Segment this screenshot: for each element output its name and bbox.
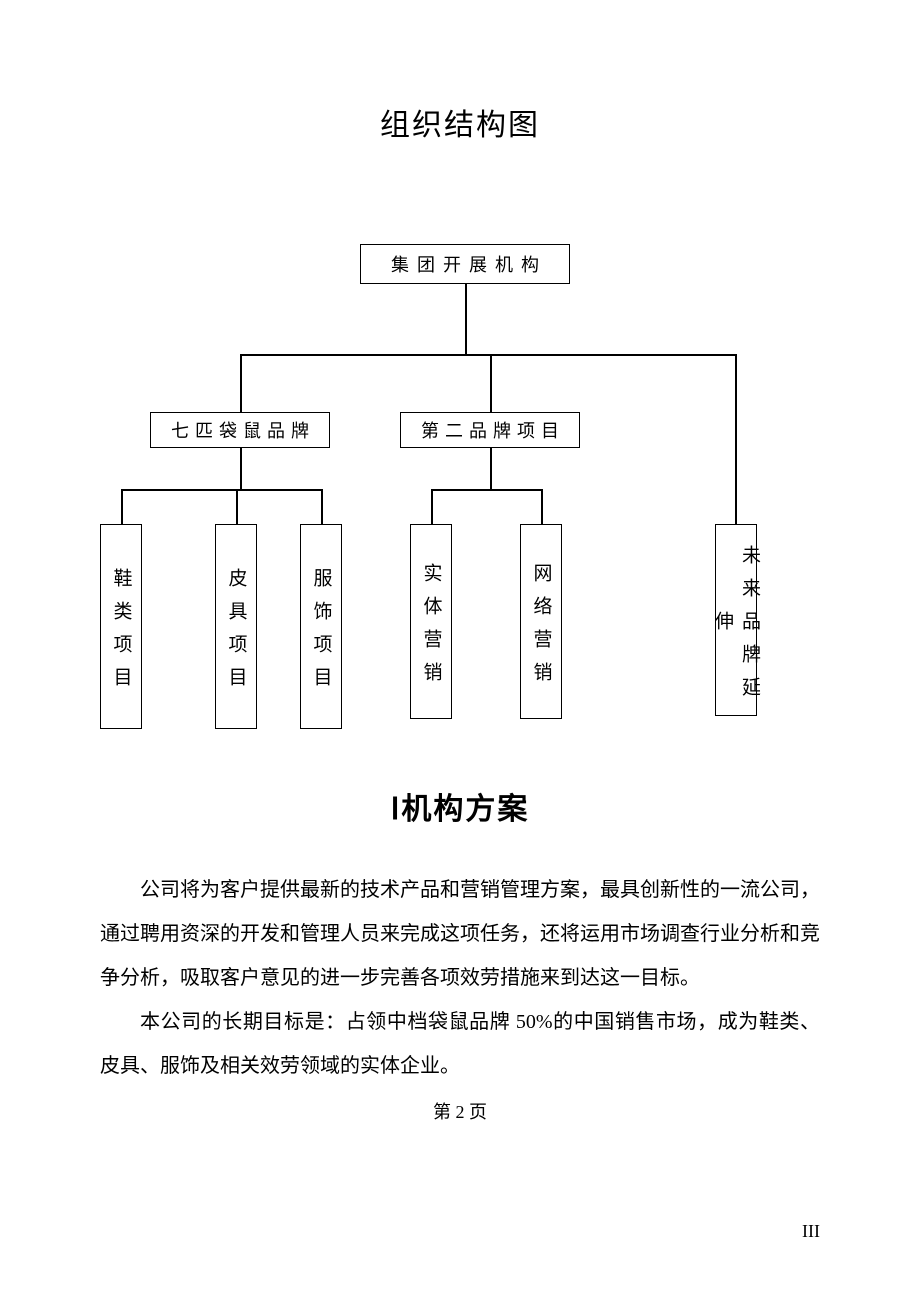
page-title: 组织结构图 bbox=[100, 100, 820, 144]
chart-line bbox=[431, 489, 541, 491]
chart-line bbox=[490, 354, 492, 412]
roman-numeral: III bbox=[802, 1221, 820, 1242]
chart-line bbox=[121, 489, 321, 491]
chart-mid-node: 七匹袋鼠品牌 bbox=[150, 412, 330, 448]
chart-line bbox=[735, 354, 737, 524]
section-title: Ⅰ机构方案 bbox=[100, 784, 820, 828]
chart-line bbox=[465, 284, 467, 354]
chart-line bbox=[431, 489, 433, 524]
chart-line bbox=[240, 354, 735, 356]
org-chart: 集团开展机构七匹袋鼠品牌 第二品牌项目鞋类项目 皮具项目 服饰项目 实体营销 网络营销 未来… bbox=[100, 244, 820, 744]
chart-leaf-node: 未来品牌延伸 bbox=[715, 524, 757, 716]
chart-leaf-node: 鞋类项目 bbox=[100, 524, 142, 729]
chart-leaf-node: 服饰项目 bbox=[300, 524, 342, 729]
chart-line bbox=[541, 489, 543, 524]
chart-mid-node: 第二品牌项目 bbox=[400, 412, 580, 448]
chart-leaf-node: 皮具项目 bbox=[215, 524, 257, 729]
chart-line bbox=[240, 354, 242, 412]
chart-line bbox=[121, 489, 123, 524]
chart-line bbox=[236, 489, 238, 524]
chart-line bbox=[321, 489, 323, 524]
chart-leaf-node: 实体营销 bbox=[410, 524, 452, 719]
paragraph-1: 公司将为客户提供最新的技术产品和营销管理方案，最具创新性的一流公司，通过聘用资深… bbox=[100, 868, 820, 1000]
chart-line bbox=[240, 448, 242, 489]
chart-leaf-node: 网络营销 bbox=[520, 524, 562, 719]
page-number: 第 2 页 bbox=[100, 1098, 820, 1124]
paragraph-2: 本公司的长期目标是：占领中档袋鼠品牌 50%的中国销售市场，成为鞋类、皮具、服饰… bbox=[100, 1000, 820, 1088]
chart-line bbox=[490, 448, 492, 489]
chart-root-node: 集团开展机构 bbox=[360, 244, 570, 284]
